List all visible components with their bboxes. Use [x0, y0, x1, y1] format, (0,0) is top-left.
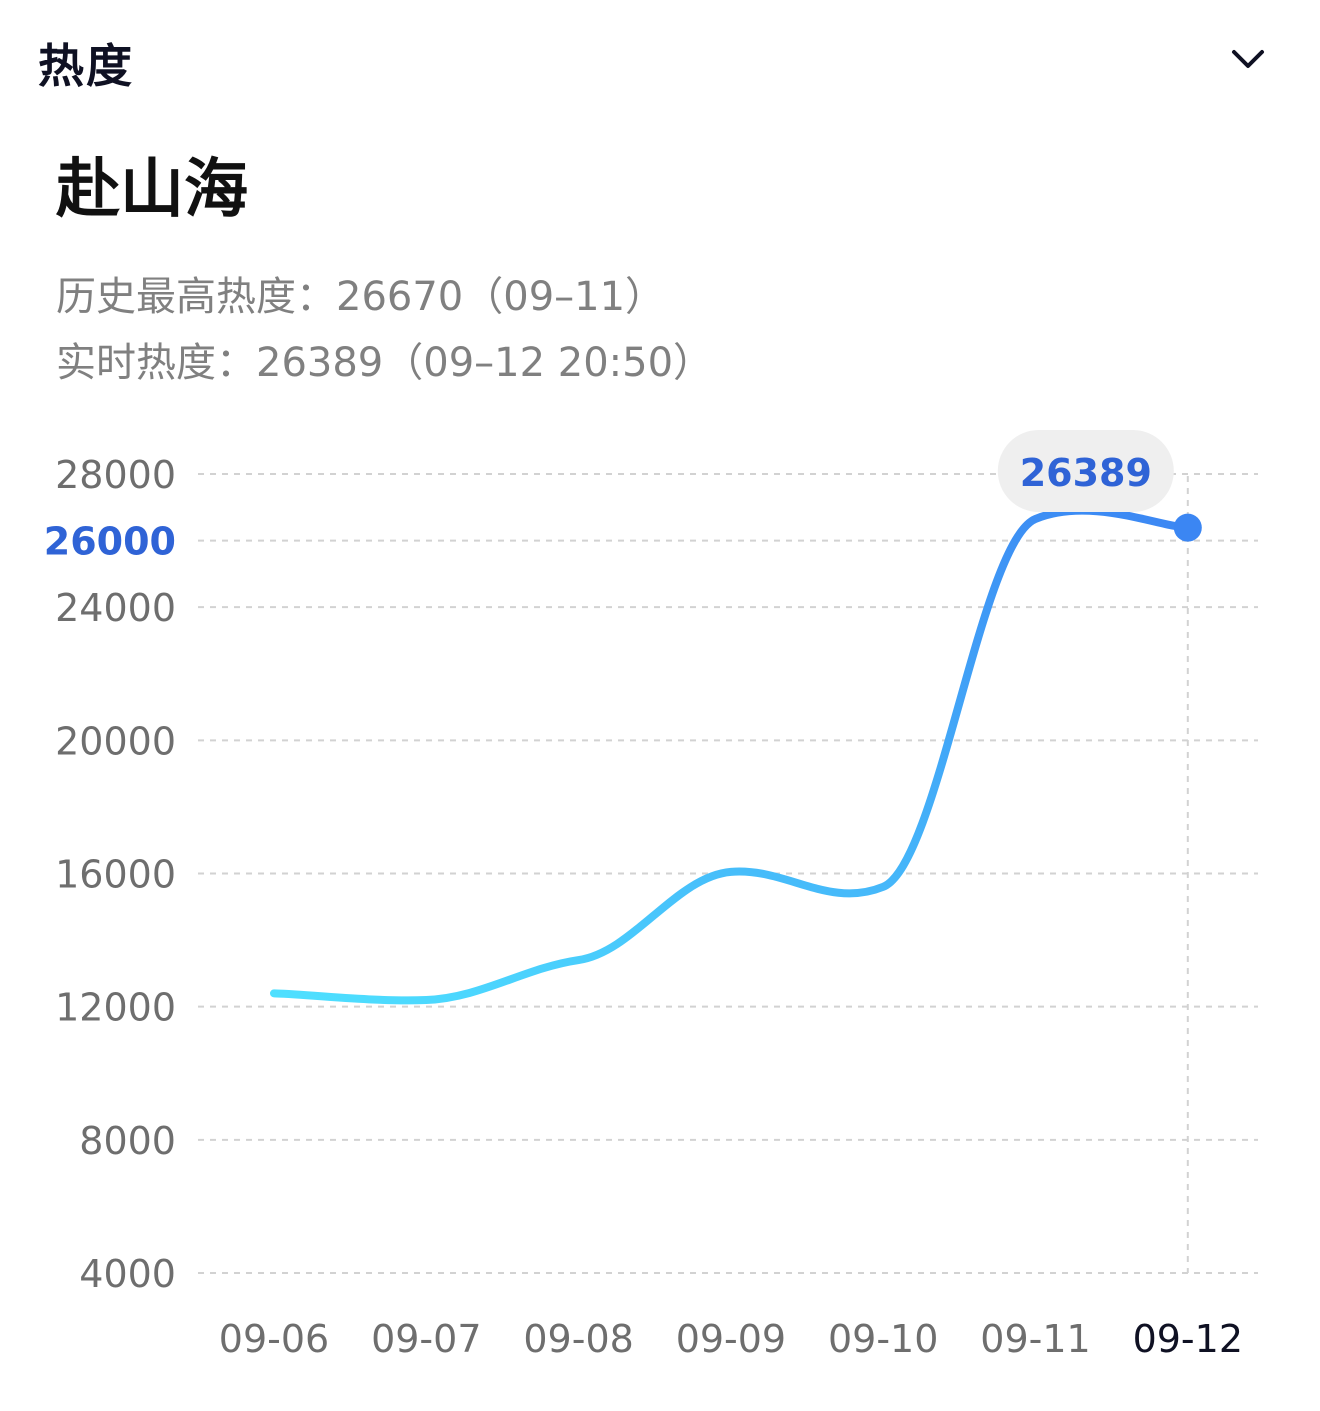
peak-heat-value: 26670: [336, 274, 464, 320]
y-tick-label: 4000: [79, 1252, 176, 1296]
value-tooltip-label: 26389: [1020, 451, 1152, 495]
realtime-heat-line: 实时热度：26389（09–12 20:50）: [56, 330, 713, 388]
selected-point[interactable]: [1173, 513, 1202, 542]
section-label: 热度: [38, 39, 134, 93]
y-tick-label: 16000: [55, 853, 176, 897]
value-tooltip: [997, 430, 1174, 512]
realtime-heat-value: 26389: [256, 340, 384, 386]
peak-heat-label: 历史最高热度：: [56, 274, 336, 320]
x-tick-label[interactable]: 09-11: [980, 1317, 1090, 1361]
y-tick-label-highlighted: 26000: [44, 520, 176, 564]
x-tick-label[interactable]: 09-07: [371, 1317, 481, 1361]
heat-series-line: [270, 506, 1192, 1005]
page-title: 赴山海: [56, 153, 248, 227]
y-tick-label: 12000: [55, 986, 176, 1030]
x-tick-label[interactable]: 09-10: [828, 1317, 938, 1361]
realtime-heat-time: （09–12 20:50）: [383, 340, 714, 386]
x-tick-label[interactable]: 09-06: [219, 1317, 329, 1361]
x-tick-label[interactable]: 09-08: [523, 1317, 633, 1361]
y-tick-label: 8000: [79, 1119, 176, 1163]
y-tick-label: 24000: [55, 586, 176, 630]
y-tick-label: 28000: [55, 453, 176, 497]
peak-heat-line: 历史最高热度：26670（09–11）: [56, 264, 665, 322]
y-tick-label: 20000: [55, 719, 176, 763]
peak-heat-date: （09–11）: [463, 274, 666, 320]
collapse-button[interactable]: [1222, 36, 1274, 82]
chevron-down-icon: [1232, 50, 1264, 68]
x-tick-label-selected[interactable]: 09-12: [1133, 1317, 1243, 1361]
x-tick-label[interactable]: 09-09: [676, 1317, 786, 1361]
realtime-heat-label: 实时热度：: [56, 340, 256, 386]
